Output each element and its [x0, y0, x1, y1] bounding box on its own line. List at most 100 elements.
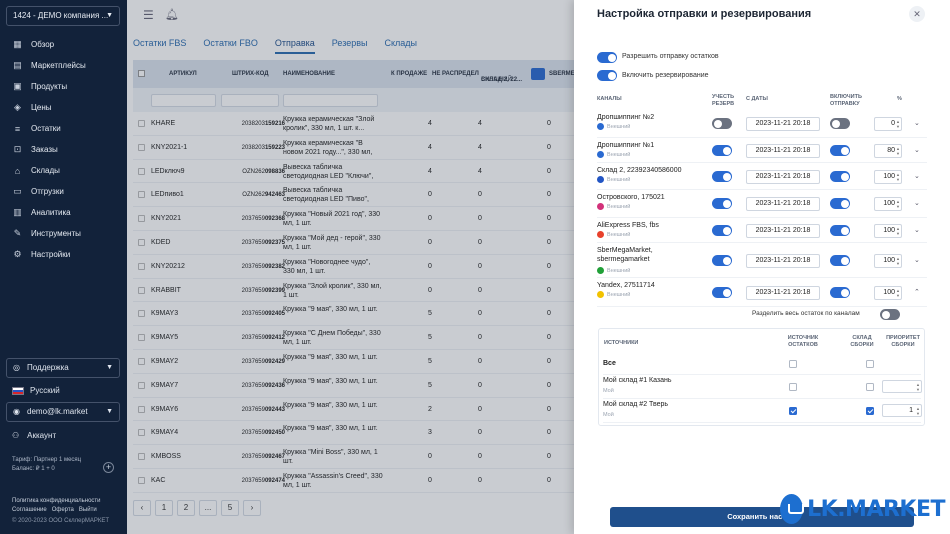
chevron-down-icon[interactable]: ⌄ — [914, 227, 920, 234]
col-name[interactable]: НАИМЕНОВАНИЕ — [283, 71, 335, 77]
sidebar-item-5[interactable]: ⊡ Заказы — [0, 139, 127, 160]
account-link[interactable]: ⚇ Аккаунт — [12, 431, 56, 440]
col-barcode[interactable]: ШТРИХ-КОД — [232, 71, 269, 77]
row-checkbox[interactable] — [138, 381, 145, 389]
row-checkbox[interactable] — [138, 453, 145, 461]
table-row[interactable]: KMBOSS 2037659092467 Кружка "Mini Boss", 3… — [133, 445, 950, 469]
percent-input[interactable]: 100 ▲ ▼ — [874, 197, 902, 211]
table-row[interactable]: K9MAY4 2037659092450 Кружка "9 мая", 330 м… — [133, 421, 950, 446]
row-checkbox[interactable] — [138, 405, 145, 413]
row-checkbox[interactable] — [138, 120, 145, 127]
page-button-1[interactable]: 1 — [155, 500, 173, 516]
tab-0[interactable]: Остатки FBS — [133, 38, 187, 48]
date-input[interactable]: 2023-11-21 20:18 — [746, 197, 820, 211]
priority-input[interactable]: 1 ▲ ▼ — [882, 404, 922, 417]
sidebar-item-3[interactable]: ◈ Цены — [0, 97, 127, 118]
table-row[interactable]: LEDключ9 OZN262098836 Вывеска табличка све… — [133, 160, 950, 184]
privacy-link[interactable]: Политика конфиденциальности — [12, 498, 101, 504]
row-checkbox[interactable] — [138, 334, 145, 342]
enable-sending-toggle[interactable] — [830, 287, 850, 298]
table-row[interactable]: K9MAY2 2037659092429 Кружка "9 мая", 330 м… — [133, 350, 950, 374]
percent-input[interactable]: 0 ▲ ▼ — [874, 117, 902, 131]
date-input[interactable]: 2023-11-21 20:18 — [746, 254, 820, 268]
spinner-icon[interactable]: ▲ ▼ — [896, 172, 900, 182]
table-row[interactable]: KNY20212 2037659092382 Кружка "Новогоднее … — [133, 255, 950, 279]
tab-1[interactable]: Остатки FBO — [203, 38, 258, 48]
reserve-channel-toggle[interactable] — [712, 145, 732, 156]
spinner-icon[interactable]: ▲ ▼ — [896, 146, 900, 156]
sidebar-item-4[interactable]: ≡ Остатки — [0, 118, 127, 139]
all-stock-checkbox[interactable] — [789, 360, 797, 368]
menu-icon[interactable]: ☰ — [143, 8, 154, 22]
row-checkbox[interactable] — [138, 310, 145, 318]
assembly-checkbox[interactable] — [866, 383, 874, 391]
enable-sending-toggle[interactable] — [830, 225, 850, 236]
chevron-down-icon[interactable]: ⌄ — [914, 120, 920, 127]
table-row[interactable]: KDED 2037659092375 Кружка "Мой дед - герой… — [133, 231, 950, 255]
chevron-down-icon[interactable]: ⌄ — [914, 200, 920, 207]
sidebar-item-6[interactable]: ⌂ Склады — [0, 160, 127, 181]
table-row[interactable]: KAC 2037659092474 Кружка "Assassin's Creed… — [133, 469, 950, 493]
percent-input[interactable]: 100 ▲ ▼ — [874, 286, 902, 300]
stock-sending-toggle[interactable] — [597, 52, 617, 63]
article-filter-input[interactable] — [151, 94, 216, 107]
chevron-down-icon[interactable]: ⌄ — [914, 257, 920, 264]
table-row[interactable]: KHARE 2038203159216 Кружка керамическая "З… — [133, 112, 950, 136]
row-checkbox[interactable] — [138, 143, 145, 151]
reserve-toggle[interactable] — [597, 70, 617, 81]
tab-2[interactable]: Отправка — [274, 38, 315, 54]
spinner-icon[interactable]: ▲ ▼ — [916, 406, 920, 416]
stock-source-checkbox[interactable] — [789, 383, 797, 391]
agreement-link[interactable]: Соглашение — [12, 507, 47, 513]
save-button[interactable]: Сохранить настр... — [610, 507, 914, 527]
page-button-2[interactable]: 2 — [177, 500, 195, 516]
col-sber[interactable]: SBERME — [549, 71, 575, 77]
sidebar-item-10[interactable]: ⚙ Настройки — [0, 244, 127, 265]
company-selector[interactable]: 1424 - ДЕМО компания ... ▼ — [6, 6, 120, 26]
tab-3[interactable]: Резервы — [331, 38, 368, 48]
chevron-down-icon[interactable]: ⌄ — [914, 173, 920, 180]
reserve-channel-toggle[interactable] — [712, 118, 732, 129]
row-checkbox[interactable] — [138, 357, 145, 365]
table-row[interactable]: K9MAY5 2037659092412 Кружка "С Днем Победы… — [133, 326, 950, 350]
date-input[interactable]: 2023-11-21 20:18 — [746, 144, 820, 158]
percent-input[interactable]: 100 ▲ ▼ — [874, 224, 902, 238]
table-row[interactable]: KNY2021 2037659092368 Кружка "Новый 2021 г… — [133, 207, 950, 231]
row-checkbox[interactable] — [138, 167, 145, 175]
all-assembly-checkbox[interactable] — [866, 360, 874, 368]
row-checkbox[interactable] — [138, 238, 145, 246]
table-row[interactable]: KNY2021-1 2038203159223 Кружка керамическа… — [133, 136, 950, 160]
language-selector[interactable]: Русский — [12, 386, 60, 395]
spinner-icon[interactable]: ▲ ▼ — [896, 288, 900, 298]
row-checkbox[interactable] — [138, 476, 145, 484]
spinner-icon[interactable]: ▲ ▼ — [896, 199, 900, 209]
enable-sending-toggle[interactable] — [830, 145, 850, 156]
row-checkbox[interactable] — [138, 262, 145, 270]
assembly-checkbox[interactable] — [866, 407, 874, 415]
row-checkbox[interactable] — [138, 286, 145, 294]
table-row[interactable]: K9MAY3 2037659092405 Кружка "9 мая", 330 м… — [133, 302, 950, 327]
name-filter-input[interactable] — [283, 94, 378, 107]
close-button[interactable]: ✕ — [909, 6, 925, 22]
bell-icon[interactable]: 🔔︎ — [165, 9, 179, 21]
barcode-filter-input[interactable] — [221, 94, 279, 107]
spinner-icon[interactable]: ▲ ▼ — [896, 119, 900, 129]
offer-link[interactable]: Оферта — [51, 507, 74, 513]
user-selector[interactable]: ◉ demo@lk.market ▼ — [6, 402, 120, 422]
table-row[interactable]: K9MAY7 2037659092436 Кружка "9 мая", 330 м… — [133, 374, 950, 398]
table-row[interactable]: K9MAY6 2037659092443 Кружка "9 мая", 330 м… — [133, 398, 950, 422]
page-button-4[interactable]: 5 — [221, 500, 239, 516]
row-checkbox[interactable] — [138, 215, 145, 223]
table-row[interactable]: LEDпиво1 OZN262942463 Вывеска табличка све… — [133, 183, 950, 208]
col-to-sell[interactable]: К ПРОДАЖЕ — [391, 71, 428, 77]
reserve-channel-toggle[interactable] — [712, 225, 732, 236]
reserve-channel-toggle[interactable] — [712, 287, 732, 298]
percent-input[interactable]: 100 ▲ ▼ — [874, 254, 902, 268]
stock-source-checkbox[interactable] — [789, 407, 797, 415]
select-all-checkbox[interactable] — [138, 70, 145, 77]
enable-sending-toggle[interactable] — [830, 255, 850, 266]
reserve-channel-toggle[interactable] — [712, 198, 732, 209]
row-checkbox[interactable] — [138, 429, 145, 437]
percent-input[interactable]: 100 ▲ ▼ — [874, 170, 902, 184]
spinner-icon[interactable]: ▲ ▼ — [896, 256, 900, 266]
